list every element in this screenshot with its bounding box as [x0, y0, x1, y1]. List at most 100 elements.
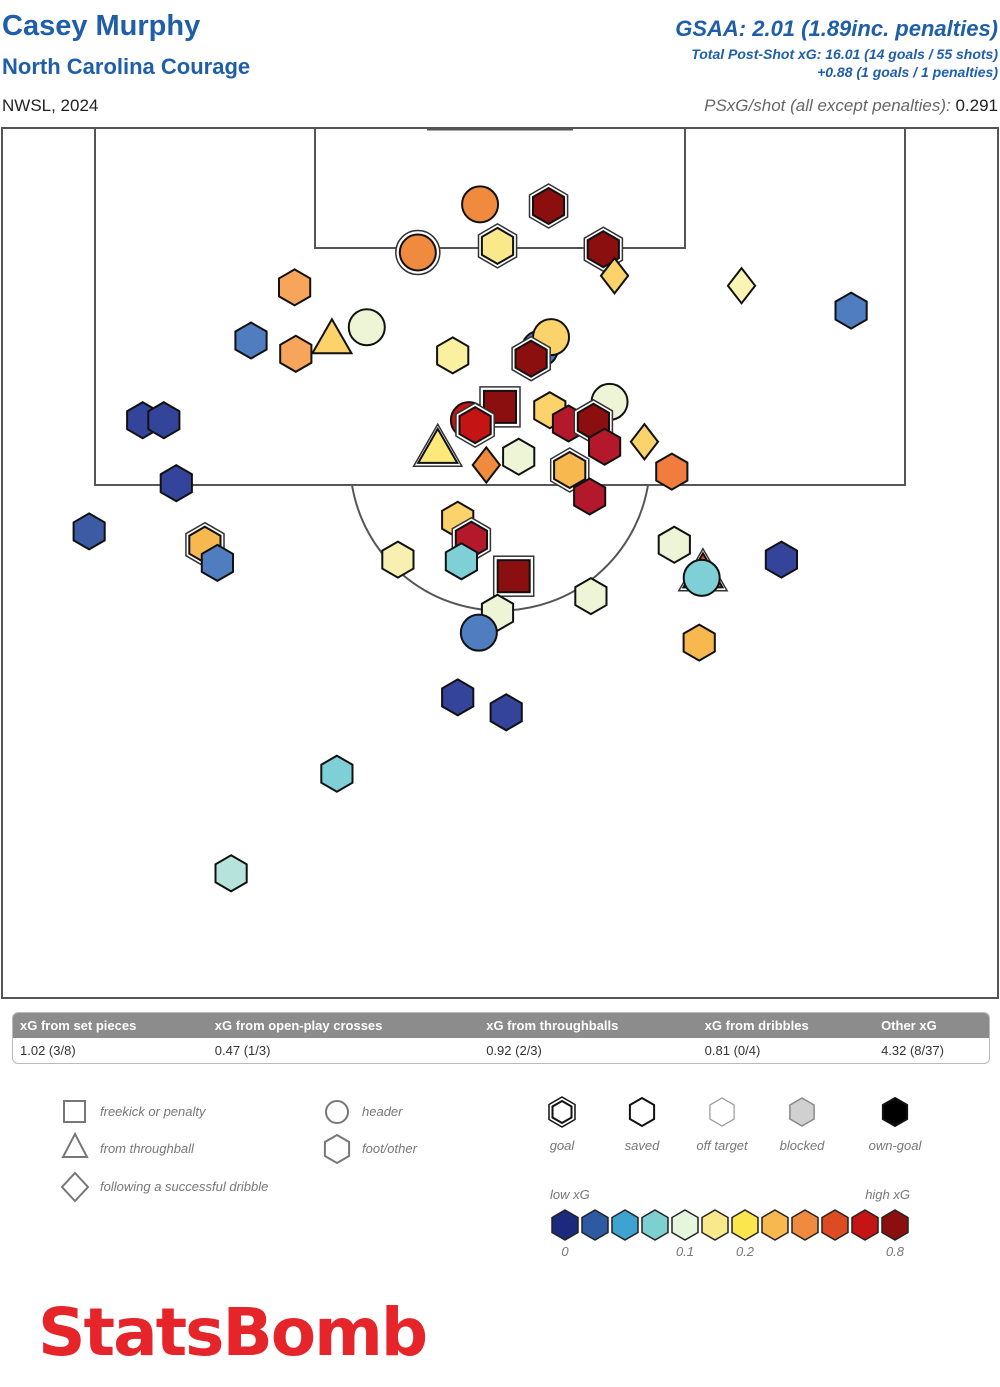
shot-marker: [764, 540, 798, 579]
shot-marker: [278, 268, 312, 307]
scale-swatch: [581, 1209, 609, 1241]
shot-marker: [441, 678, 475, 717]
shot-marker: [159, 464, 193, 503]
shot-marker: [471, 445, 502, 485]
gsaa-headline: GSAA: 2.01 (1.89inc. penalties): [675, 16, 998, 41]
player-name: Casey Murphy: [2, 10, 201, 42]
outcome-legend: goal saved off target blocked own-goal: [548, 1096, 923, 1153]
shot-marker: [492, 555, 535, 597]
legend: freekick or penalty from throughball fol…: [60, 1096, 923, 1259]
legend-shape-label: following a successful dribble: [100, 1179, 268, 1194]
scale-swatch: [791, 1209, 819, 1241]
summary-header: Other xG: [874, 1013, 989, 1038]
outcome-hexagon-icon: [709, 1097, 735, 1127]
summary-value: 0.81 (0/4): [704, 1043, 761, 1058]
shot-marker: [395, 229, 441, 276]
shot-marker: [682, 623, 716, 662]
shot-marker: [444, 542, 478, 581]
outcome-hexagon-icon: [551, 1099, 573, 1125]
scale-swatch: [731, 1209, 759, 1241]
summary-value: 1.02 (3/8): [20, 1043, 76, 1058]
hexagon-icon: [323, 1133, 351, 1165]
summary-value: 4.32 (8/37): [881, 1043, 944, 1058]
summary-header: xG from set pieces: [13, 1013, 208, 1038]
shot-marker: [549, 447, 590, 493]
summary-header: xG from dribbles: [697, 1013, 875, 1038]
scale-swatch: [551, 1209, 579, 1241]
scale-tick: 0: [561, 1244, 569, 1259]
outcome-legend-item: saved: [625, 1096, 660, 1153]
scale-swatch: [761, 1209, 789, 1241]
penalty-area: [94, 127, 906, 486]
shot-marker: [511, 335, 551, 382]
statsbomb-logo: StatsBomb: [38, 1294, 428, 1371]
summary-value-row: 1.02 (3/8) 0.47 (1/3) 0.92 (2/3) 0.81 (0…: [13, 1038, 989, 1063]
square-icon: [63, 1100, 86, 1123]
scale-low-label: low xG: [550, 1187, 590, 1202]
summary-value: 0.92 (2/3): [486, 1043, 542, 1058]
outcome-legend-item: blocked: [780, 1097, 825, 1153]
shot-marker: [834, 291, 868, 330]
legend-shape-label: header: [362, 1104, 403, 1119]
psxg-penalties: +0.88 (1 goals / 1 penalties): [817, 64, 998, 80]
competition-season: NWSL, 2024: [2, 96, 99, 115]
legend-shape-label: from throughball: [100, 1141, 195, 1156]
psxg-per-shot-value: 0.291: [950, 96, 998, 115]
shot-marker: [381, 540, 415, 579]
scale-swatch: [881, 1209, 909, 1241]
team-name: North Carolina Courage: [2, 54, 251, 79]
scale-swatch: [851, 1209, 879, 1241]
outcome-legend-item: off target: [696, 1097, 749, 1153]
shot-marker: [320, 754, 354, 793]
summary-value: 0.47 (1/3): [214, 1043, 271, 1058]
outcome-legend-item: own-goal: [869, 1096, 923, 1153]
shot-marker: [573, 477, 607, 516]
shot-marker: [528, 183, 569, 229]
shot-marker: [629, 422, 660, 461]
outcome-legend-label: off target: [696, 1138, 749, 1153]
shot-marker: [489, 693, 523, 732]
scale-swatch: [701, 1209, 729, 1241]
shot-marker: [279, 334, 313, 373]
shot-marker: [461, 185, 500, 224]
outcome-legend-label: saved: [625, 1138, 660, 1153]
shot-marker: [436, 336, 470, 375]
legend-shape-label: freekick or penalty: [100, 1104, 207, 1119]
shot-marker: [347, 308, 386, 347]
shot-marker: [655, 452, 689, 491]
xg-summary-table: xG from set pieces xG from open-play cro…: [12, 1012, 990, 1064]
summary-header-row: xG from set pieces xG from open-play cro…: [13, 1013, 989, 1038]
scale-high-label: high xG: [865, 1187, 910, 1202]
shot-marker: [455, 402, 495, 448]
scale-tick: 0.8: [886, 1244, 905, 1259]
psxg-per-shot: PSxG/shot (all except penalties): 0.291: [704, 96, 998, 116]
summary-header: xG from throughballs: [479, 1013, 698, 1038]
scale-tick: 0.2: [736, 1244, 755, 1259]
shot-marker: [682, 558, 721, 597]
shot-marker: [412, 422, 464, 467]
shots-layer: [72, 183, 868, 893]
shot-marker: [214, 854, 248, 893]
shot-marker: [310, 317, 354, 355]
circle-icon: [325, 1100, 349, 1124]
outcome-hexagon-icon: [628, 1096, 656, 1128]
shot-marker: [657, 525, 691, 564]
scale-tick: 0.1: [676, 1244, 694, 1259]
shot-marker: [234, 321, 268, 360]
outcome-legend-label: own-goal: [869, 1138, 923, 1153]
xg-color-scale: low xG high xG 0 0.1 0.2 0.8: [550, 1187, 910, 1259]
legend-shape-label: foot/other: [362, 1141, 418, 1156]
psxg-total: Total Post-Shot xG: 16.01 (14 goals / 55…: [691, 46, 998, 62]
psxg-per-shot-label: PSxG/shot (all except penalties):: [704, 96, 951, 115]
outcome-hexagon-icon: [789, 1097, 815, 1127]
outcome-legend-label: goal: [550, 1138, 576, 1153]
shot-marker: [200, 543, 234, 583]
scale-swatch: [821, 1209, 849, 1241]
shot-marker: [502, 437, 536, 476]
shot-marker: [459, 613, 498, 652]
scale-swatch: [641, 1209, 669, 1241]
outcome-hexagon-icon: [881, 1096, 909, 1128]
shot-marker: [147, 401, 181, 440]
shot-marker: [477, 223, 518, 269]
shot-map: [1, 127, 999, 999]
